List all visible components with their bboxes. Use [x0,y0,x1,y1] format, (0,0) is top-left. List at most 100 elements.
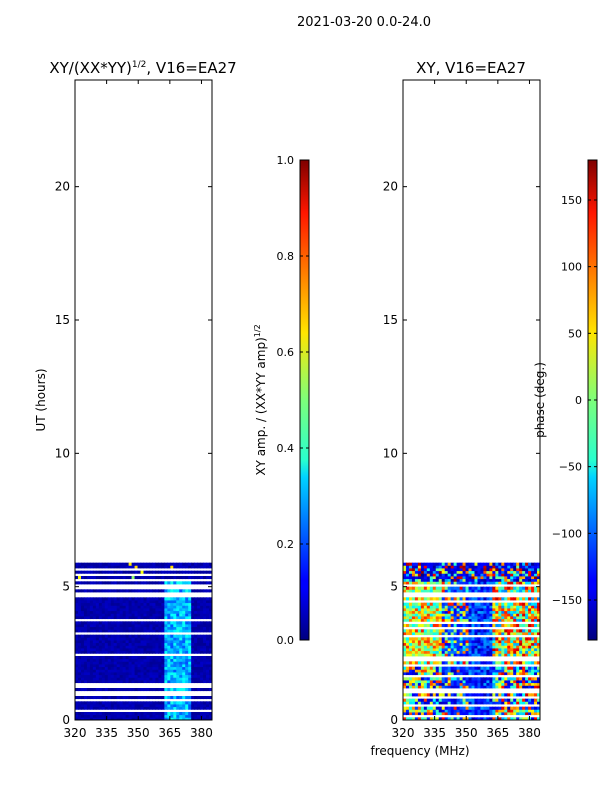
heatmap-cell [498,602,502,606]
heatmap-cell [519,680,523,684]
heatmap-cell [534,573,538,577]
heatmap-cell [498,717,502,720]
heatmap-cell [80,581,85,585]
heatmap-cell [486,642,490,646]
heatmap-cell [417,613,422,617]
heatmap-cell [188,613,192,617]
heatmap-cell [119,645,124,649]
heatmap-cell [95,565,100,569]
heatmap-cell [92,626,97,630]
heatmap-cell [501,640,505,644]
heatmap-cell [104,661,109,665]
heatmap-cell [200,634,204,638]
heatmap-cell [194,616,198,620]
heatmap-cell [417,616,422,620]
heatmap-cell [516,570,520,574]
heatmap-cell [110,637,115,641]
heatmap-cell [465,632,470,636]
heatmap-cell [113,669,118,673]
heatmap-cell [477,706,482,710]
x-tick-label: 335 [95,726,118,740]
heatmap-cell [152,637,157,641]
heatmap-cell [101,714,106,718]
heatmap-cell [146,666,151,670]
heatmap-cell [158,706,162,710]
heatmap-cell [480,661,485,665]
heatmap-cell [519,640,523,644]
heatmap-cell [528,698,532,702]
heatmap-cell [459,682,464,686]
heatmap-cell [75,637,79,641]
heatmap-cell [534,605,538,609]
heatmap-cell [483,693,487,697]
heatmap-cell [122,650,127,654]
heatmap-cell [122,602,127,606]
heatmap-cell [453,685,458,689]
heatmap-cell [107,610,112,614]
heatmap-cell [444,648,449,652]
heatmap-cell [170,640,174,644]
heatmap-cell [474,680,479,684]
heatmap-cell [438,610,443,614]
heatmap-cell [537,565,540,569]
heatmap-cell [465,610,470,614]
heatmap-cell [405,576,410,580]
heatmap-cell [456,640,461,644]
heatmap-cell [143,608,148,612]
heatmap-cell [423,637,428,641]
heatmap-cell [426,685,431,689]
heatmap-cell [420,698,425,702]
heatmap-cell [471,613,476,617]
heatmap-cell [438,693,443,697]
heatmap-cell [155,688,159,692]
heatmap-cell [191,610,195,614]
heatmap-cell [209,624,212,628]
heatmap-cell [435,578,440,582]
heatmap-cell [164,661,168,665]
heatmap-cell [173,634,177,638]
heatmap-cell [423,578,428,582]
heatmap-cell [444,637,449,641]
heatmap-cell [122,704,127,708]
heatmap-cell [468,589,473,593]
heatmap-cell [89,602,94,606]
heatmap-cell [513,653,517,657]
heatmap-cell [492,573,496,577]
heatmap-cell [125,570,130,574]
heatmap-cell [95,597,100,601]
heatmap-cell [86,696,91,700]
heatmap-cell [110,680,115,684]
heatmap-cell [525,568,529,572]
heatmap-cell [140,680,145,684]
heatmap-cell [131,616,136,620]
heatmap-cell [534,666,538,670]
heatmap-cell [519,581,523,585]
heatmap-cell [414,682,419,686]
heatmap-cell [92,672,97,676]
heatmap-cell [507,562,511,566]
heatmap-cell [462,661,467,665]
heatmap-cell [95,658,100,662]
heatmap-cell [480,610,485,614]
heatmap-cell [450,712,455,716]
heatmap-cell [405,653,410,657]
heatmap-cell [492,568,496,572]
heatmap-cell [522,610,526,614]
heatmap-cell [429,717,434,720]
heatmap-cell [513,565,517,569]
heatmap-cell [185,714,189,718]
heatmap-cell [423,586,428,590]
heatmap-cell [474,589,479,593]
heatmap-cell [525,661,529,665]
heatmap-cell [131,581,136,585]
heatmap-cell [140,597,145,601]
heatmap-cell [438,682,443,686]
heatmap-cell [161,664,165,668]
heatmap-cell [444,698,449,702]
heatmap-cell [101,570,106,574]
heatmap-cell [537,666,540,670]
heatmap-cell [456,685,461,689]
heatmap-cell [420,661,425,665]
heatmap-cell [107,658,112,662]
heatmap-cell [149,613,154,617]
